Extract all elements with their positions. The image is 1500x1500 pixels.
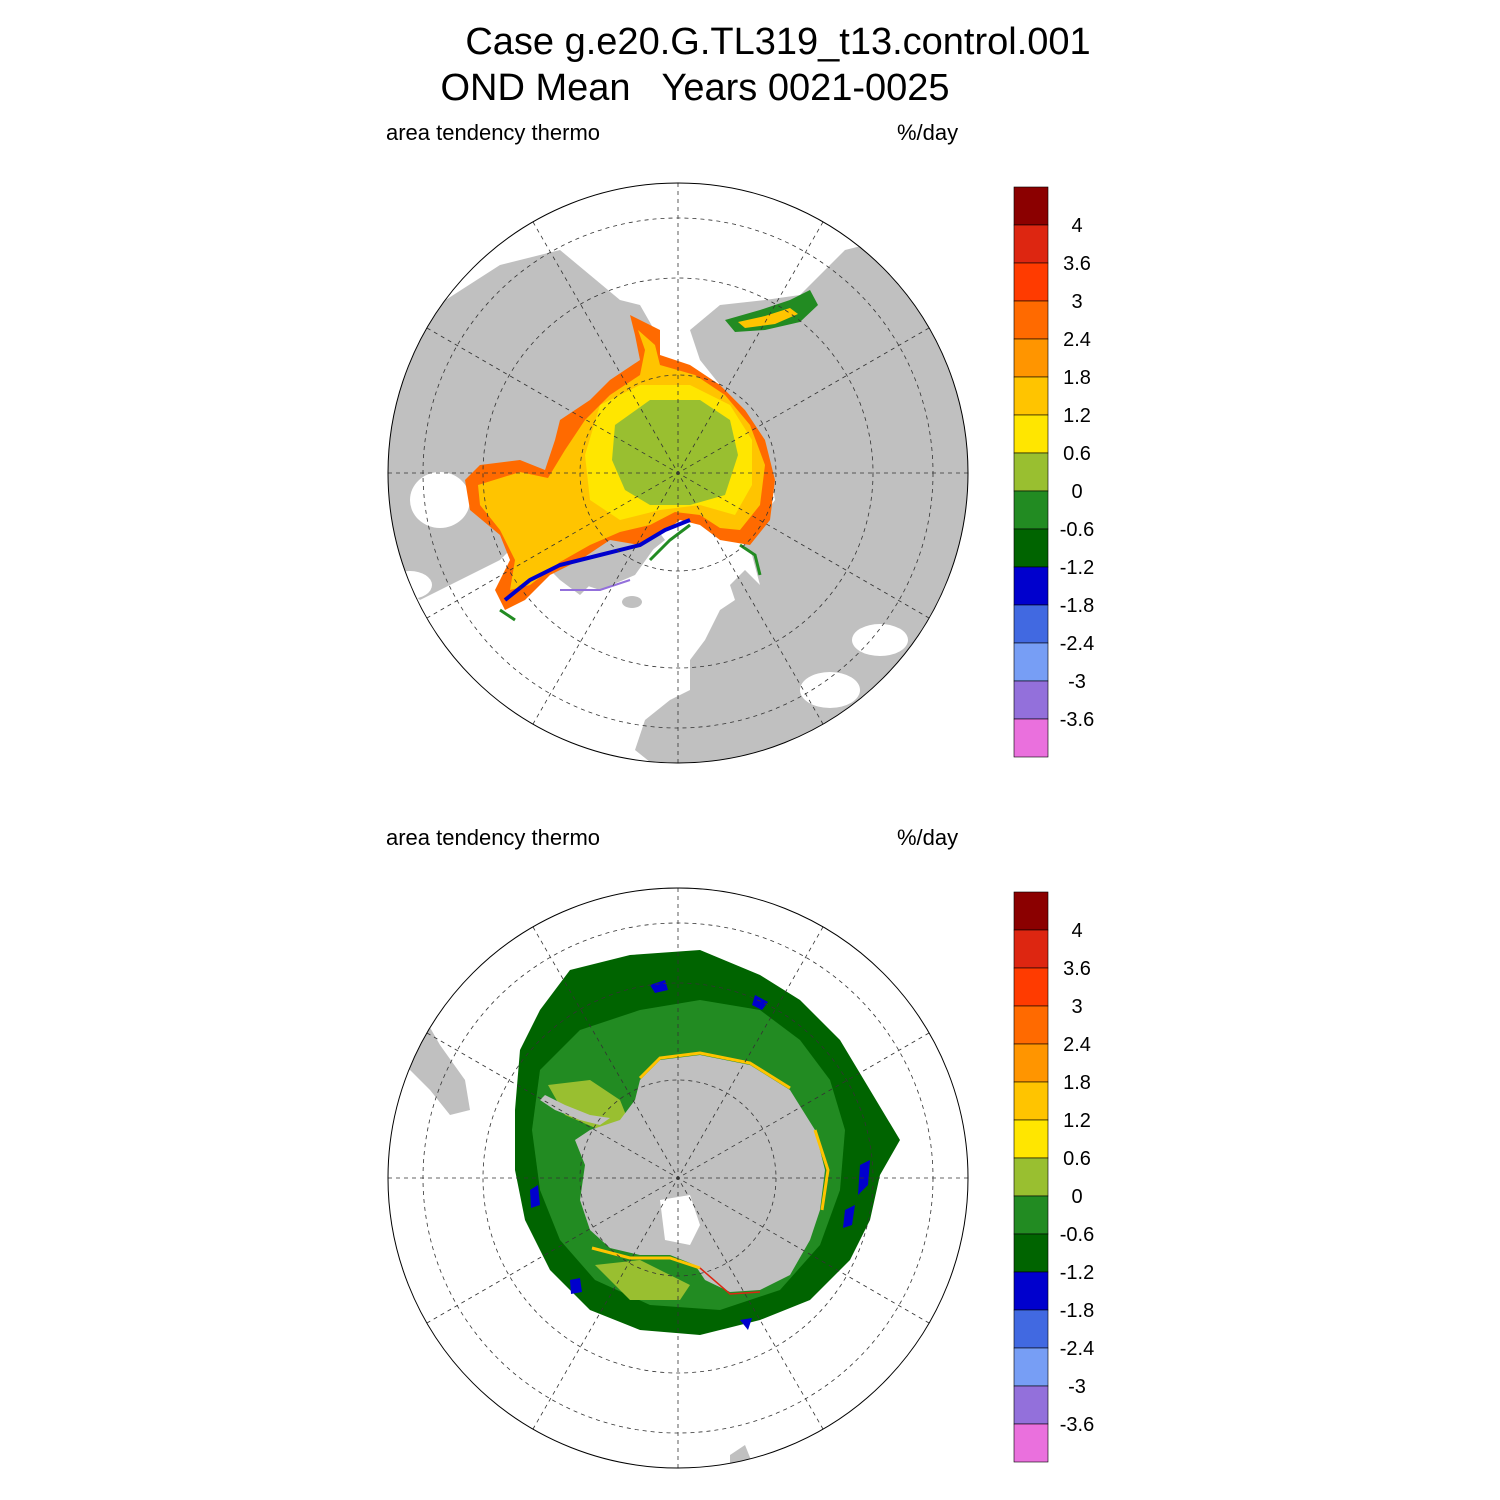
south-colorbar-box	[1013, 1119, 1049, 1159]
colorbar-north: 4 3.6 3 2.4 1.8 1.2 0.6 0 -0.6 -1.2 -1.8 -2.4 -3 -3.6	[1013, 186, 1094, 758]
figure-title-period: OND Mean Years 0021-0025	[440, 67, 950, 109]
panel-south-unit-label: %/day	[897, 825, 959, 850]
north-map-boundary	[387, 182, 969, 764]
south-colorbar-tick-label: 0.6	[1063, 1148, 1091, 1170]
south-colorbar-tick-label: -3.6	[1060, 1414, 1094, 1436]
north-colorbar-box	[1013, 338, 1049, 378]
north-graticule	[388, 183, 968, 763]
south-colorbar-tick-label: -0.6	[1060, 1224, 1094, 1246]
hudson-bay	[410, 472, 470, 528]
panel-north-variable-label: area tendency thermo	[386, 120, 601, 145]
south-colorbar-tick-label: 3.6	[1063, 958, 1091, 980]
antarctica-land	[575, 1055, 825, 1292]
north-colorbar-tick-label: 1.8	[1063, 367, 1091, 389]
panel-north-unit-label: %/day	[897, 120, 959, 145]
north-colorbar-tick-label: -1.8	[1060, 595, 1094, 617]
south-colorbar-box	[1013, 1309, 1049, 1349]
north-colorbar-box	[1013, 224, 1049, 264]
caspian-sea	[852, 624, 908, 656]
north-colorbar-tick-label: 3.6	[1063, 253, 1091, 275]
north-colorbar-box	[1013, 452, 1049, 492]
north-bering-ice-yellow	[738, 308, 798, 328]
north-colorbar-box	[1013, 414, 1049, 454]
north-colorbar-box	[1013, 718, 1049, 758]
south-colorbar-box	[1013, 1385, 1049, 1425]
south-colorbar-box	[1013, 1271, 1049, 1311]
south-colorbar-tick-label: -3	[1068, 1376, 1086, 1398]
south-colorbar-tick-label: 1.2	[1063, 1110, 1091, 1132]
south-colorbar-box	[1013, 1081, 1049, 1121]
black-sea-region	[800, 672, 860, 708]
south-negative-patches	[530, 980, 870, 1330]
panel-south-variable-label: area tendency thermo	[386, 825, 601, 850]
south-colorbar-box	[1013, 1195, 1049, 1235]
iceland-land	[622, 596, 642, 608]
north-polar-map	[387, 182, 969, 764]
north-colorbar-tick-label: 4	[1071, 215, 1082, 237]
south-colorbar-box	[1013, 929, 1049, 969]
south-sea-ice-weddell	[595, 1260, 690, 1300]
south-colorbar-tick-label: -1.2	[1060, 1262, 1094, 1284]
south-colorbar-box	[1013, 1043, 1049, 1083]
north-colorbar-box	[1013, 604, 1049, 644]
north-sea-ice-central	[612, 400, 738, 505]
south-colorbar-tick-label: 4	[1071, 920, 1082, 942]
north-colorbar-box	[1013, 186, 1049, 226]
south-colorbar-box	[1013, 1233, 1049, 1273]
north-colorbar-tick-label: -3.6	[1060, 709, 1094, 731]
south-coast-red-edge	[699, 1267, 761, 1295]
south-colorbar-tick-label: 0	[1071, 1186, 1082, 1208]
north-ice-edge-negative	[503, 518, 691, 602]
colorbar-south: 4 3.6 3 2.4 1.8 1.2 0.6 0 -0.6 -1.2 -1.8 -2.4 -3 -3.6	[1013, 891, 1094, 1463]
south-colorbar-tick-label: 2.4	[1063, 1034, 1091, 1056]
south-map-boundary	[387, 887, 969, 1469]
antarctic-peninsula-land	[540, 1095, 610, 1125]
north-colorbar-tick-label: 1.2	[1063, 405, 1091, 427]
north-colorbar-box	[1013, 300, 1049, 340]
north-colorbar-tick-label: 2.4	[1063, 329, 1091, 351]
south-colorbar-tick-label: 3	[1071, 996, 1082, 1018]
north-colorbar-tick-label: 3	[1071, 291, 1082, 313]
north-colorbar-box	[1013, 490, 1049, 530]
south-colorbar-tick-label: -1.8	[1060, 1300, 1094, 1322]
north-colorbar-box	[1013, 528, 1049, 568]
north-colorbar-tick-label: -2.4	[1060, 633, 1094, 655]
north-colorbar-box	[1013, 642, 1049, 682]
south-colorbar-box	[1013, 967, 1049, 1007]
south-sea-ice-yellowgreen	[548, 1080, 630, 1130]
south-coast-positive-edge	[591, 1051, 830, 1270]
north-ice-edge-purple	[560, 579, 631, 591]
north-colorbar-tick-label: 0	[1071, 481, 1082, 503]
north-colorbar-box	[1013, 376, 1049, 416]
figure-title-case: Case g.e20.G.TL319_t13.control.001	[465, 21, 1091, 63]
south-colorbar-box	[1013, 1005, 1049, 1045]
ross-sea-shelf	[660, 1195, 700, 1245]
south-graticule	[388, 888, 968, 1468]
south-colorbar-box	[1013, 1423, 1049, 1463]
north-colorbar-tick-label: -1.2	[1060, 557, 1094, 579]
north-colorbar-box	[1013, 262, 1049, 302]
north-colorbar-tick-label: -0.6	[1060, 519, 1094, 541]
south-colorbar-tick-label: 1.8	[1063, 1072, 1091, 1094]
north-colorbar-box	[1013, 566, 1049, 606]
south-colorbar-box	[1013, 1157, 1049, 1197]
north-colorbar-tick-label: -3	[1068, 671, 1086, 693]
north-ice-edge-green	[499, 523, 762, 622]
north-colorbar-box	[1013, 680, 1049, 720]
europe-land	[635, 600, 755, 763]
south-colorbar-tick-label: -2.4	[1060, 1338, 1094, 1360]
south-colorbar-box	[1013, 1347, 1049, 1387]
north-colorbar-tick-label: 0.6	[1063, 443, 1091, 465]
south-colorbar-box	[1013, 891, 1049, 931]
south-polar-map	[387, 887, 969, 1469]
